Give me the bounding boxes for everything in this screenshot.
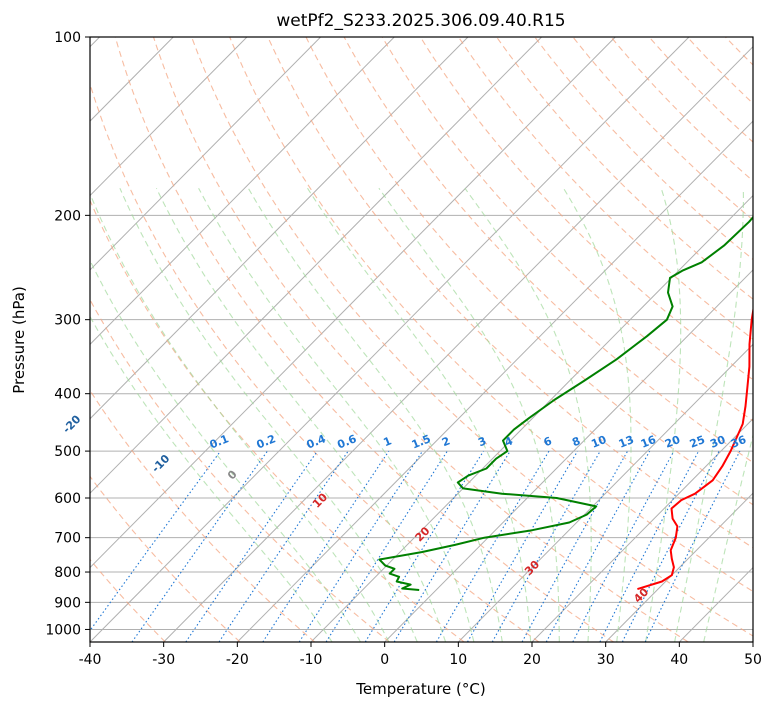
isotherm (90, 37, 469, 420)
mixing-ratio-label: 3 (476, 434, 488, 449)
x-tick-label: 20 (523, 652, 541, 668)
dry-adiabat (90, 298, 390, 642)
y-tick-label: 1000 (45, 622, 81, 638)
mixing-ratio-label: 25 (688, 433, 707, 451)
dry-adiabat (419, 37, 753, 381)
plot-layer (90, 37, 775, 642)
moist-adiabat (90, 192, 390, 642)
axis-layer: -40 -30 -20 -10 0 10 20 30 40 50 100 200 300 400 500 60… (45, 30, 762, 668)
x-tick-label: -30 (152, 652, 175, 668)
moist-adiabat (645, 188, 682, 642)
mixing-ratio-label: 2 (440, 434, 452, 449)
dry-adiabat (114, 37, 614, 642)
dry-adiabat-label: -30 (0, 370, 1, 393)
dry-adiabat (90, 82, 540, 642)
plot-frame (89, 36, 754, 643)
isotherm (236, 120, 753, 642)
x-tick-label: 10 (449, 652, 467, 668)
mixing-ratio-line (298, 450, 423, 642)
moist-adiabat (464, 187, 592, 642)
moist-adiabat (674, 188, 744, 642)
x-axis-label: Temperature (°C) (355, 680, 485, 698)
x-tick-label: -40 (79, 652, 102, 668)
dry-adiabat (267, 37, 753, 549)
isotherm (90, 37, 321, 271)
mixing-ratio-line (491, 450, 601, 642)
y-tick-label: 200 (54, 208, 81, 224)
dry-adiabat (229, 37, 753, 593)
mixing-ratio-line (90, 450, 221, 632)
dry-adiabat (458, 37, 753, 340)
mixing-ratio-label: 20 (663, 433, 682, 451)
mixing-ratio-label: 30 (708, 433, 727, 451)
isotherm (531, 418, 753, 642)
moist-adiabat (703, 432, 753, 642)
isotherm (90, 37, 542, 494)
mixing-ratio-line (185, 450, 318, 642)
y-tick-label: 400 (54, 387, 81, 403)
moist-adiabat (90, 259, 362, 642)
mixing-ratio-line (521, 450, 629, 642)
isotherm (90, 37, 690, 642)
mixing-ratio-label: 13 (617, 433, 636, 451)
y-tick-label: 300 (54, 313, 81, 329)
x-tick-label: 0 (380, 652, 389, 668)
x-tick-label: -20 (226, 652, 249, 668)
moist-adiabat (198, 187, 475, 642)
x-tick-label: -10 (300, 652, 323, 668)
y-tick-label: 700 (54, 531, 81, 547)
y-tick-label: 800 (54, 565, 81, 581)
y-tick-label: 600 (54, 491, 81, 507)
moist-adiabat (90, 315, 333, 642)
mixing-ratio-label: 1 (382, 434, 394, 449)
chart-title: wetPf2_S233.2025.306.09.40.R15 (276, 11, 565, 31)
dry-adiabat (534, 37, 753, 261)
dry-adiabat-label: -20 (60, 412, 83, 435)
isotherm (90, 37, 616, 569)
mixing-ratio-line (644, 450, 741, 642)
mixing-ratio-label: 36 (729, 433, 748, 451)
isotherm (752, 641, 753, 642)
dry-adiabat (343, 37, 753, 464)
mixing-ratio-line (131, 450, 268, 642)
mixing-ratio-label: 10 (589, 433, 608, 451)
isotherm (90, 37, 248, 197)
moist-adiabat (119, 187, 418, 642)
mixing-ratio-line (364, 450, 484, 642)
x-tick-label: 40 (670, 652, 688, 668)
moist-adiabat (378, 187, 560, 642)
y-axis-label: Pressure (hPa) (10, 286, 28, 394)
dry-adiabat (152, 37, 689, 642)
isotherm (457, 343, 753, 642)
moist-adiabat (563, 187, 632, 642)
mixing-ratio-line (435, 450, 550, 642)
dry-adiabat (305, 37, 753, 506)
temperature-profile-line (637, 305, 753, 591)
mixing-ratio-line (393, 450, 511, 642)
dry-adiabat (572, 37, 753, 221)
moist-adiabat (247, 187, 503, 642)
dry-adiabat (764, 37, 775, 642)
dry-adiabat (90, 475, 241, 642)
isotherm (605, 492, 753, 642)
mixing-ratio-label: 8 (570, 434, 582, 449)
x-tick-label: 30 (597, 652, 615, 668)
isotherm (310, 194, 753, 642)
isotherm (384, 269, 753, 642)
x-tick-label: 50 (744, 652, 762, 668)
mixing-ratio-line (467, 450, 578, 642)
mixing-ratio-line (545, 450, 651, 642)
y-tick-label: 900 (54, 595, 81, 611)
y-tick-label: 500 (54, 444, 81, 460)
mixing-ratio-line (325, 450, 448, 642)
y-tick-label: 100 (54, 30, 81, 46)
moist-adiabat (155, 187, 447, 642)
isotherm (90, 37, 395, 346)
dry-adiabat (191, 37, 753, 637)
dewpoint-profile-line (378, 215, 753, 591)
mixing-ratio-label: 16 (639, 433, 658, 451)
